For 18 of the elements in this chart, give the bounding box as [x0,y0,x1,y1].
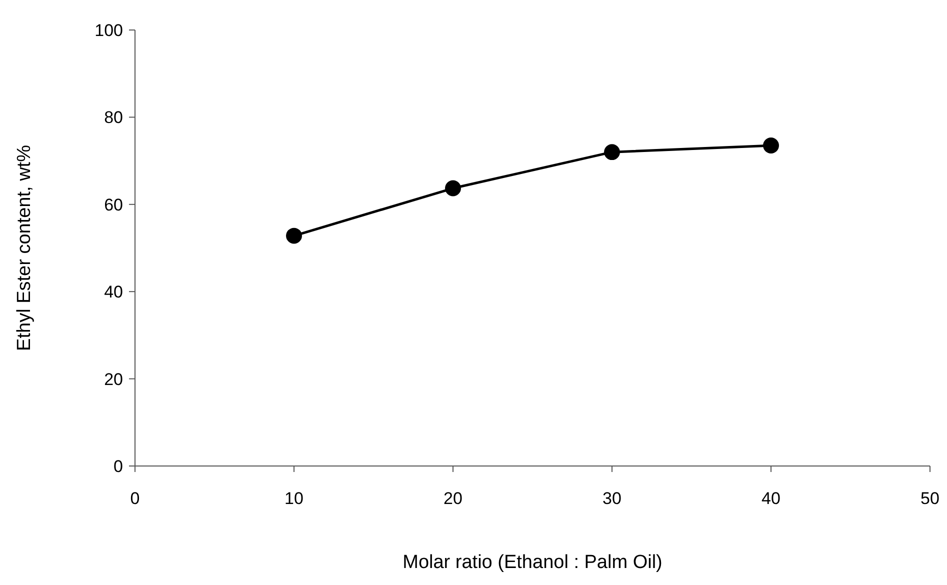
point [286,228,302,244]
y-tick-label: 40 [104,282,123,302]
x-tick-label: 20 [444,489,462,508]
x-tick-label: 30 [602,489,622,508]
y-tick-label: 100 [94,20,123,40]
y-tick-label: 20 [104,370,123,389]
y-tick-label: 0 [114,456,123,476]
x-tick-label: 0 [130,489,140,508]
y-tick-label: 60 [104,195,123,214]
x-tick-label: 40 [762,489,780,508]
x-tick-label: 50 [920,489,940,508]
point [604,144,620,160]
y-tick-label: 80 [104,108,123,128]
x-tick-label: 10 [284,489,304,508]
point [445,180,461,196]
point [763,138,779,154]
x-axis-title: Molar ratio (Ethanol : Palm Oil) [402,552,662,573]
y-axis-title: Ethyl Ester content, wt% [14,144,35,351]
